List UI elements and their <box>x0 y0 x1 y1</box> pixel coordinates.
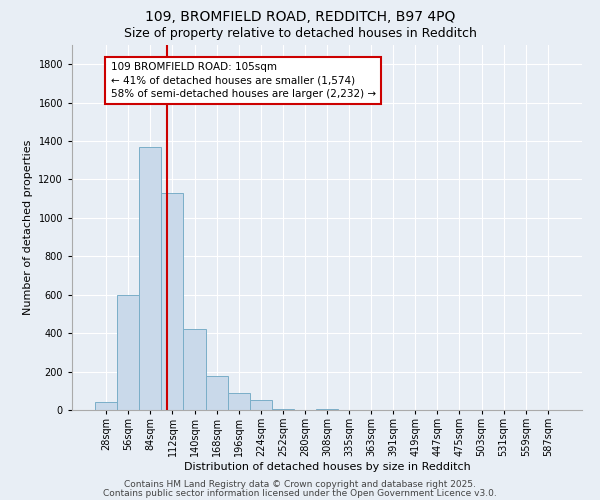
Text: Contains public sector information licensed under the Open Government Licence v3: Contains public sector information licen… <box>103 489 497 498</box>
Bar <box>139 147 161 410</box>
Bar <box>117 294 139 410</box>
Bar <box>95 402 117 410</box>
X-axis label: Distribution of detached houses by size in Redditch: Distribution of detached houses by size … <box>184 462 470 472</box>
Bar <box>272 409 294 410</box>
Bar <box>250 400 272 410</box>
Text: Size of property relative to detached houses in Redditch: Size of property relative to detached ho… <box>124 28 476 40</box>
Bar <box>316 409 338 410</box>
Bar <box>184 330 206 410</box>
Y-axis label: Number of detached properties: Number of detached properties <box>23 140 33 315</box>
Text: Contains HM Land Registry data © Crown copyright and database right 2025.: Contains HM Land Registry data © Crown c… <box>124 480 476 489</box>
Bar <box>206 376 227 410</box>
Bar <box>227 392 250 410</box>
Text: 109 BROMFIELD ROAD: 105sqm
← 41% of detached houses are smaller (1,574)
58% of s: 109 BROMFIELD ROAD: 105sqm ← 41% of deta… <box>110 62 376 98</box>
Text: 109, BROMFIELD ROAD, REDDITCH, B97 4PQ: 109, BROMFIELD ROAD, REDDITCH, B97 4PQ <box>145 10 455 24</box>
Bar <box>161 193 184 410</box>
